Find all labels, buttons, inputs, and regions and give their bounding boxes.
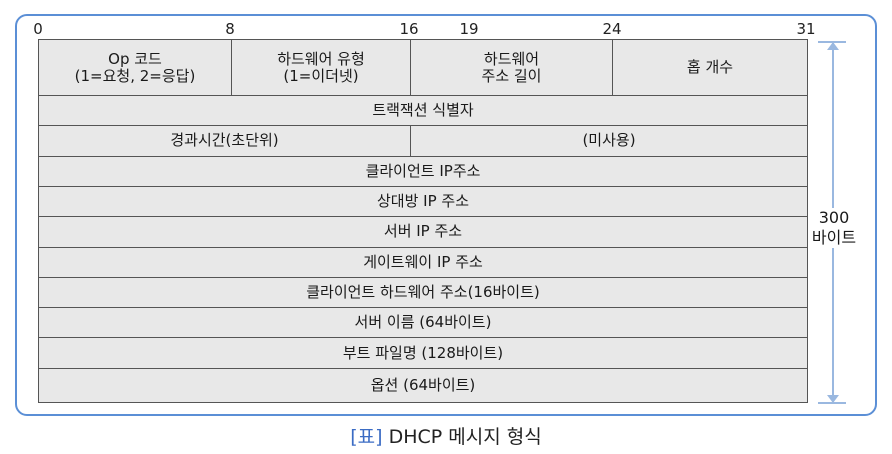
total-size-label: 300 바이트 (808, 208, 860, 248)
table-row-boot-file: 부트 파일명 (128바이트) (39, 337, 807, 367)
cell-boot-file: 부트 파일명 (128바이트) (342, 343, 504, 362)
bit-label-8: 8 (225, 20, 235, 38)
cell-server-name: 서버 이름 (64바이트) (354, 313, 492, 332)
bit-label-19: 19 (459, 20, 479, 38)
cell-gateway-ip: 게이트웨이 IP 주소 (363, 252, 483, 271)
cell-op-code: Op 코드 (1=요청, 2=응답) (74, 49, 196, 85)
figure-caption: [표] DHCP 메시지 형식 (0, 422, 892, 449)
cell-hardware-address-length: 하드웨어 주소 길이 (410, 40, 612, 95)
table-row-options: 옵션 (64바이트) (39, 367, 807, 403)
size-bracket-top-tick (818, 41, 846, 43)
table-row-gateway-ip: 게이트웨이 IP 주소 (39, 246, 807, 277)
cell-peer-ip: 상대방 IP 주소 (376, 192, 469, 211)
table-row-header-fields: Op 코드 (1=요청, 2=응답) 하드웨어 유형 (1=이더넷) 하드웨어 … (39, 40, 807, 95)
table-row-elapsed-time: 경과시간(초단위) (미사용) (39, 125, 807, 156)
arrow-down-icon (827, 395, 839, 403)
cell-hop-count: 홉 개수 (612, 40, 807, 95)
table-row-server-name: 서버 이름 (64바이트) (39, 307, 807, 337)
cell-unused: (미사용) (410, 126, 807, 156)
cell-hardware-type: 하드웨어 유형 (1=이더넷) (231, 40, 410, 95)
dhcp-message-table: Op 코드 (1=요청, 2=응답) 하드웨어 유형 (1=이더넷) 하드웨어 … (38, 39, 808, 403)
table-row-client-ip: 클라이언트 IP주소 (39, 155, 807, 186)
cell-client-hw-address: 클라이언트 하드웨어 주소(16바이트) (306, 282, 540, 301)
bit-label-0: 0 (33, 20, 43, 38)
table-row-server-ip: 서버 IP 주소 (39, 216, 807, 246)
cell-transaction-id: 트랙잭션 식별자 (372, 101, 474, 120)
cell-elapsed-time: 경과시간(초단위) (170, 131, 279, 150)
bit-label-24: 24 (602, 20, 622, 38)
caption-text: DHCP 메시지 형식 (382, 426, 542, 448)
caption-bracket: [표] (350, 426, 383, 448)
bit-label-31: 31 (796, 20, 816, 38)
cell-options: 옵션 (64바이트) (370, 376, 476, 395)
table-row-transaction-id: 트랙잭션 식별자 (39, 95, 807, 125)
bit-label-16: 16 (399, 20, 419, 38)
table-row-client-hw-address: 클라이언트 하드웨어 주소(16바이트) (39, 276, 807, 307)
table-row-peer-ip: 상대방 IP 주소 (39, 185, 807, 216)
cell-client-ip: 클라이언트 IP주소 (365, 161, 481, 180)
arrow-up-icon (827, 42, 839, 50)
cell-server-ip: 서버 IP 주소 (383, 222, 463, 241)
